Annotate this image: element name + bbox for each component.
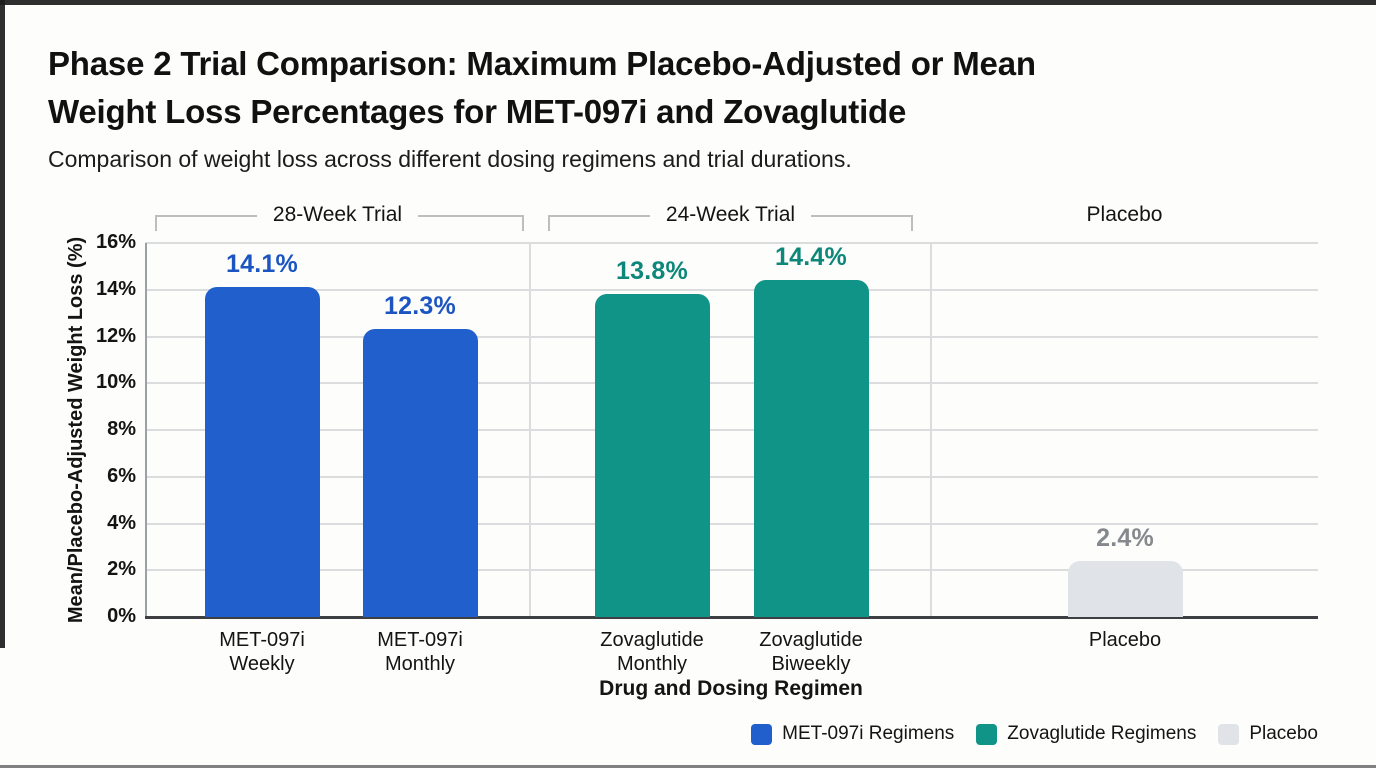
chart-title-line2: Weight Loss Percentages for MET-097i and… [48, 92, 907, 130]
legend-label: Placebo [1249, 723, 1318, 744]
legend-swatch-icon [1218, 723, 1240, 745]
group-separator-2 [930, 243, 932, 617]
y-tick-2%: 2% [107, 558, 136, 581]
bar-value-Zovaglutide Biweekly: 14.4% [775, 243, 847, 272]
y-tick-10%: 10% [95, 371, 136, 394]
gridline-8% [145, 429, 1318, 431]
x-axis-title: Drug and Dosing Regimen [599, 677, 863, 700]
bar-value-MET-097i Monthly: 12.3% [384, 292, 456, 321]
gridline-6% [145, 475, 1318, 478]
group-header-label: 24-Week Trial [649, 203, 812, 227]
legend-swatch-icon [976, 723, 998, 745]
bar-MET-097i Monthly [362, 329, 478, 617]
group-separator-1 [529, 243, 531, 617]
legend-swatch-icon [751, 723, 773, 745]
legend-item-Zovaglutide Regimens: Zovaglutide Regimens [976, 723, 1196, 745]
y-axis-line [145, 243, 147, 617]
chart-title: Phase 2 Trial Comparison: Maximum Placeb… [48, 40, 1188, 135]
chart-title-line1: Phase 2 Trial Comparison: Maximum Placeb… [48, 45, 1036, 82]
gridline-10% [145, 382, 1318, 385]
bar-value-Placebo: 2.4% [1096, 523, 1154, 552]
chart-subtitle: Comparison of weight loss across differe… [48, 146, 852, 172]
y-tick-6%: 6% [107, 464, 136, 487]
legend-item-MET-097i Regimens: MET-097i Regimens [751, 723, 954, 745]
screen-edge-left [0, 0, 5, 648]
x-label-MET-097i Weekly: MET-097i Weekly [219, 629, 305, 676]
legend-label: Zovaglutide Regimens [1007, 723, 1197, 744]
bar-Placebo [1067, 560, 1183, 617]
bar-MET-097i Weekly [204, 287, 320, 617]
x-axis-line [145, 616, 1318, 619]
y-tick-14%: 14% [95, 277, 136, 300]
legend-item-Placebo: Placebo [1218, 723, 1318, 745]
screen-edge-bottom [0, 765, 1376, 768]
bar-value-MET-097i Weekly: 14.1% [226, 250, 298, 279]
gridline-4% [145, 522, 1318, 525]
group-header-28-Week Trial: 28-Week Trial [208, 203, 468, 227]
x-label-Zovaglutide Biweekly: Zovaglutide Biweekly [759, 629, 863, 676]
gridline-14% [145, 288, 1318, 291]
y-tick-16%: 16% [95, 231, 136, 253]
bracket-tick-left-28-Week Trial [155, 215, 157, 231]
group-header-label: Placebo [1070, 203, 1179, 227]
x-label-MET-097i Monthly: MET-097i Monthly [377, 629, 463, 676]
group-header-label: 28-Week Trial [256, 203, 419, 227]
bar-Zovaglutide Monthly [594, 294, 710, 617]
y-tick-0%: 0% [107, 605, 136, 627]
x-label-Placebo: Placebo [1088, 629, 1162, 651]
x-label-Zovaglutide Monthly: Zovaglutide Monthly [600, 629, 704, 676]
bracket-tick-right-24-Week Trial [911, 215, 913, 231]
y-tick-8%: 8% [107, 418, 136, 440]
bar-value-Zovaglutide Monthly: 13.8% [616, 257, 688, 286]
gridline-12% [145, 335, 1318, 338]
gridline-2% [145, 569, 1318, 572]
gridline-16% [145, 242, 1318, 244]
y-tick-12%: 12% [95, 324, 136, 347]
group-header-24-Week Trial: 24-Week Trial [601, 203, 861, 227]
legend: MET-097i Regimens Zovaglutide Regimens Pla… [751, 723, 1318, 745]
bracket-tick-right-28-Week Trial [522, 215, 524, 231]
bracket-tick-left-24-Week Trial [548, 215, 550, 231]
y-tick-4%: 4% [107, 511, 136, 534]
legend-label: MET-097i Regimens [782, 723, 955, 744]
screen-edge-top [0, 0, 1376, 5]
group-header-Placebo: Placebo [995, 203, 1255, 227]
bar-Zovaglutide Biweekly [753, 280, 869, 617]
